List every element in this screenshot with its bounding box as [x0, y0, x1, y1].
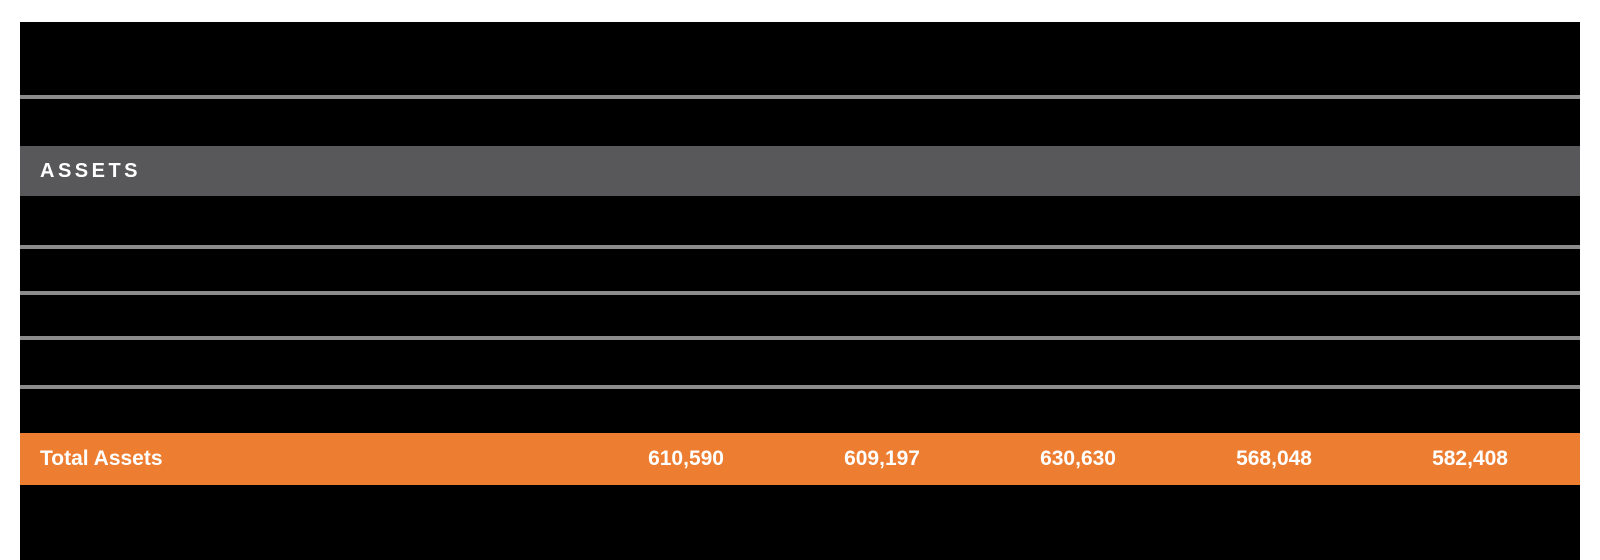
total-assets-label: Total Assets: [40, 447, 163, 470]
total-assets-value-col5: 582,408: [1432, 447, 1508, 470]
total-assets-row: Total Assets 610,590 609,197 630,630 568…: [20, 433, 1580, 485]
total-assets-value-col2: 609,197: [844, 447, 920, 470]
table-row: [20, 295, 1580, 340]
table-row: [20, 99, 1580, 146]
total-assets-value-col1: 610,590: [648, 447, 724, 470]
table-row: [20, 389, 1580, 433]
total-assets-value-col4: 568,048: [1236, 447, 1312, 470]
financial-statement-panel: ASSETS Total Assets 610,590 609,197 630,…: [20, 22, 1580, 560]
table-header-row: [20, 22, 1580, 99]
table-row: [20, 196, 1580, 249]
table-row: [20, 340, 1580, 389]
assets-section-header-row: ASSETS: [20, 146, 1580, 196]
assets-section-label: ASSETS: [40, 159, 142, 182]
table-row: [20, 249, 1580, 295]
total-assets-value-col3: 630,630: [1040, 447, 1116, 470]
